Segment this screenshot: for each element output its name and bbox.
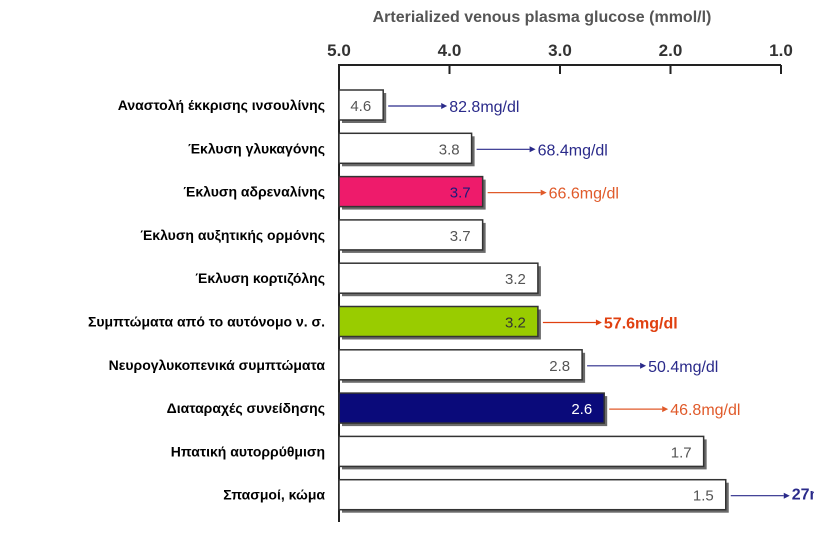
tick-label: 3.0 xyxy=(548,41,572,60)
category-label: Νευρογλυκοπενικά συμπτώματα xyxy=(109,357,326,373)
bar-value-label: 4.6 xyxy=(350,98,371,115)
category-label: Σπασμοί, κώμα xyxy=(223,487,325,503)
arrow-head xyxy=(783,492,790,499)
bar xyxy=(338,305,539,338)
bars: Αναστολή έκκρισης ινσουλίνης 4.6 82.8mg/dl… xyxy=(88,89,814,513)
category-label: Έκλυση αυξητικής ορμόνης xyxy=(140,227,325,243)
arrow-head xyxy=(595,319,602,326)
annotation-label: 50.4mg/dl xyxy=(648,359,718,376)
bar-value-label: 3.7 xyxy=(450,185,471,202)
bar-value-label: 3.2 xyxy=(505,315,526,332)
annotation-label: 57.6mg/dl xyxy=(604,316,678,333)
x-axis-title: Arterialized venous plasma glucose (mmol… xyxy=(373,9,712,26)
tick-label: 5.0 xyxy=(327,41,351,60)
annotation-label: 66.6mg/dl xyxy=(549,186,619,203)
tick-label: 1.0 xyxy=(769,41,793,60)
bar-value-label: 1.7 xyxy=(671,444,692,461)
category-label: Έκλυση αδρεναλίνης xyxy=(183,184,325,200)
bar xyxy=(338,435,705,468)
annotation-label: 27mg/dl xyxy=(792,487,814,504)
bar xyxy=(338,392,605,424)
arrow-head xyxy=(540,189,547,196)
bar xyxy=(338,219,484,251)
annotation-label: 46.8mg/dl xyxy=(670,402,740,419)
bar-value-label: 2.8 xyxy=(549,358,570,375)
category-label: Ηπατική αυτορρύθμιση xyxy=(171,443,325,459)
category-label: Έκλυση γλυκαγόνης xyxy=(188,140,325,156)
bar-value-label: 3.8 xyxy=(439,141,460,158)
bar xyxy=(338,478,727,511)
bar-value-label: 1.5 xyxy=(693,488,714,505)
tick-label: 2.0 xyxy=(659,41,683,60)
arrow-head xyxy=(662,406,669,413)
bar-value-label: 2.6 xyxy=(571,401,592,418)
bar-value-label: 3.7 xyxy=(450,228,471,245)
arrow-head xyxy=(640,362,647,369)
tick-label: 4.0 xyxy=(438,41,462,60)
bar xyxy=(338,132,473,165)
bar xyxy=(338,89,384,121)
category-label: Συμπτώματα από το αυτόνομο ν. σ. xyxy=(88,314,325,330)
bar xyxy=(338,175,484,208)
bar xyxy=(338,349,583,381)
category-label: Έκλυση κορτιζόλης xyxy=(195,270,325,286)
category-label: Διαταραχές συνείδησης xyxy=(167,400,325,416)
arrow-head xyxy=(529,146,536,153)
bar xyxy=(338,262,539,294)
annotation-label: 68.4mg/dl xyxy=(538,142,608,159)
arrow-head xyxy=(441,103,448,109)
category-label: Αναστολή έκκρισης ινσουλίνης xyxy=(118,97,325,113)
bar-value-label: 3.2 xyxy=(505,271,526,288)
annotation-label: 82.8mg/dl xyxy=(449,99,519,116)
